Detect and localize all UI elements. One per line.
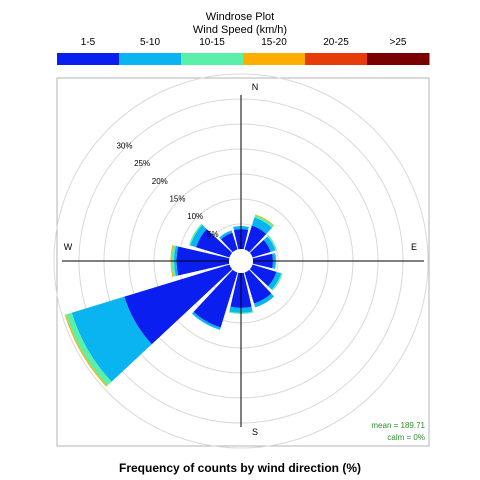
sector-segment: [190, 224, 207, 248]
radial-tick-label: 25%: [134, 159, 150, 168]
sector-segment: [254, 293, 275, 308]
legend-subtitle: Wind Speed (km/h): [193, 24, 287, 36]
legend-swatch: [243, 53, 306, 65]
sector-segment: [249, 239, 271, 258]
sector-segment: [124, 264, 233, 345]
sector-segment: [188, 223, 203, 246]
sector-segment: [191, 311, 221, 330]
legend-swatch: [57, 53, 120, 65]
sector-segment: [170, 245, 174, 277]
sector-segment: [71, 296, 152, 382]
legend-swatch: [181, 53, 244, 65]
direction-label-south: S: [252, 427, 258, 437]
legend-label: 5-10: [140, 37, 160, 48]
calm-stat: calm = 0%: [387, 433, 425, 442]
legend-swatch: [119, 53, 182, 65]
sector-segment: [65, 312, 112, 386]
legend-label: 15-20: [261, 37, 287, 48]
direction-label-west: W: [64, 242, 73, 252]
sector-segment: [268, 271, 282, 290]
sector-segment: [196, 228, 233, 258]
legend-label: 1-5: [81, 37, 96, 48]
sector-segment: [244, 269, 272, 304]
sector-segment: [244, 225, 267, 253]
compass-axes: [62, 95, 424, 427]
sector-segment: [255, 214, 275, 226]
sector-segment: [220, 232, 238, 253]
legend-label: 10-15: [199, 37, 225, 48]
sector-segment: [249, 264, 277, 287]
sector-segment: [254, 215, 274, 228]
direction-label-north: N: [252, 82, 259, 92]
direction-label-east: E: [411, 242, 417, 252]
radial-tick-labels: 5% 10%15%20%25%30%: [116, 141, 218, 238]
legend-swatch: [305, 53, 368, 65]
legend-swatch: [367, 53, 430, 65]
legend: Windrose Plot Wind Speed (km/h) 1-5 5-10 1…: [57, 11, 430, 65]
sector-segment: [271, 273, 283, 291]
mean-stat: mean = 189.71: [371, 421, 425, 430]
sector-segment: [229, 311, 253, 314]
sector-segment: [193, 269, 238, 328]
radial-tick-label: 10%: [187, 212, 203, 221]
radial-tick-label: 15%: [169, 194, 185, 203]
legend-label: 20-25: [323, 37, 349, 48]
center-hole: [229, 249, 253, 273]
sector-segment: [251, 217, 273, 234]
radial-tick-label: 5%: [207, 230, 219, 239]
radial-tick-label: 20%: [152, 177, 168, 186]
grid-circle: [53, 73, 429, 449]
legend-title: Windrose Plot: [206, 11, 274, 23]
sector-segment: [263, 236, 276, 252]
sector-segment: [219, 230, 233, 240]
legend-label: >25: [390, 37, 407, 48]
sector-segment: [267, 235, 277, 251]
radial-tick-label: 30%: [116, 141, 132, 150]
x-axis-label: Frequency of counts by wind direction (%…: [119, 461, 361, 475]
